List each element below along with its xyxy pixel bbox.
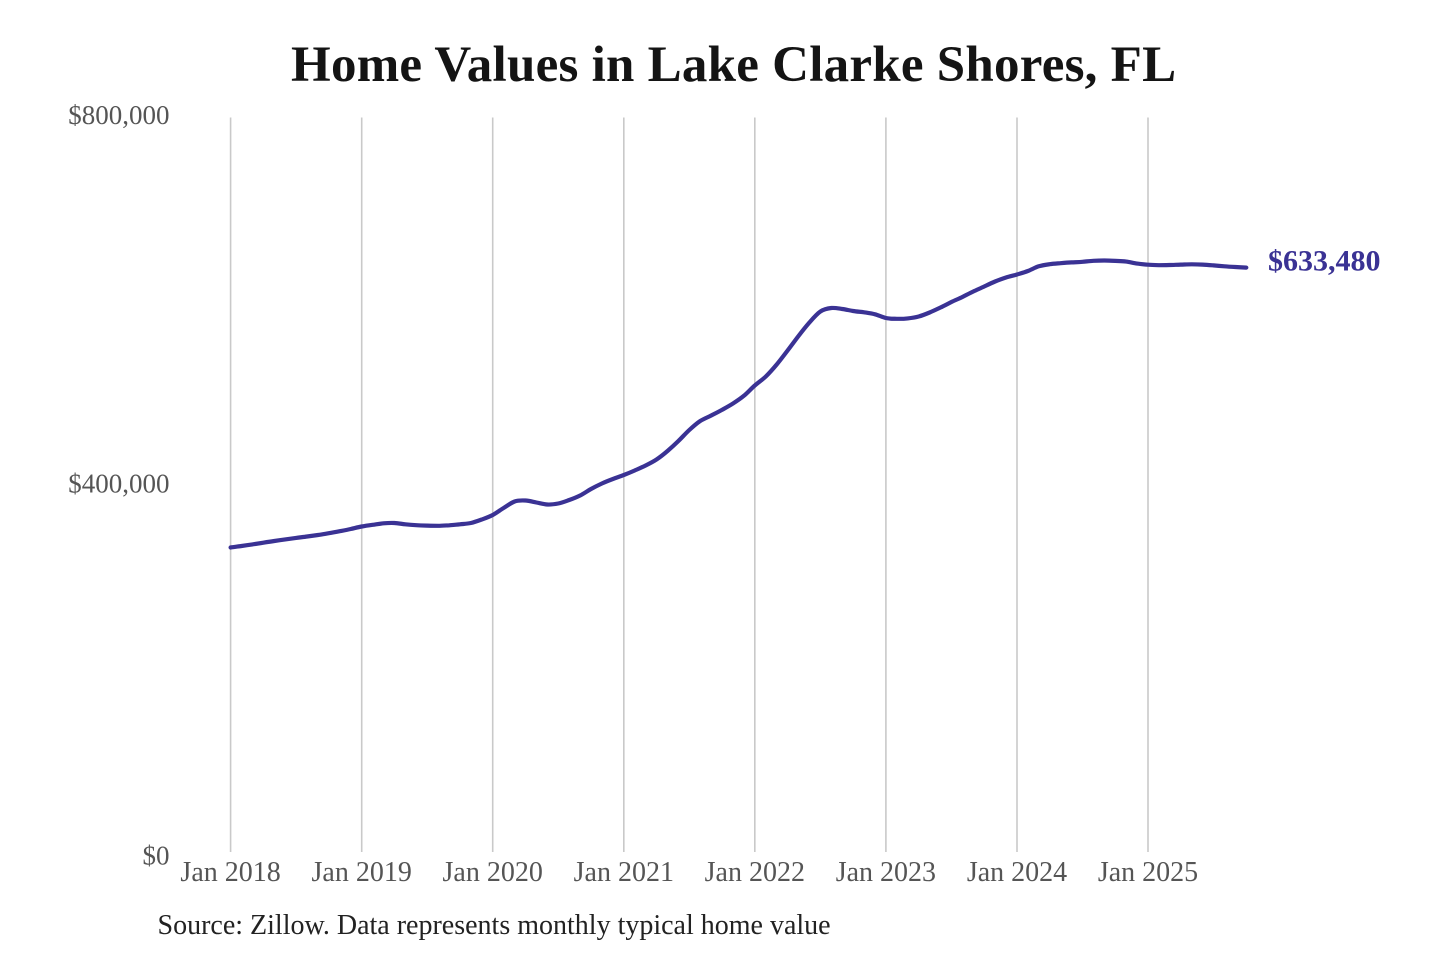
svg-text:$0: $0 bbox=[143, 841, 170, 871]
svg-text:Jan 2023: Jan 2023 bbox=[836, 857, 936, 888]
svg-text:Jan 2019: Jan 2019 bbox=[312, 857, 412, 888]
svg-text:Jan 2020: Jan 2020 bbox=[443, 857, 543, 888]
svg-text:Jan 2025: Jan 2025 bbox=[1098, 857, 1198, 888]
svg-text:$400,000: $400,000 bbox=[68, 469, 169, 499]
svg-text:Source: Zillow. Data represent: Source: Zillow. Data represents monthly … bbox=[158, 910, 831, 941]
svg-text:$800,000: $800,000 bbox=[68, 100, 169, 130]
svg-text:$633,480: $633,480 bbox=[1268, 245, 1381, 278]
svg-text:Jan 2022: Jan 2022 bbox=[705, 857, 805, 888]
svg-text:Home Values in Lake Clarke Sho: Home Values in Lake Clarke Shores, FL bbox=[291, 37, 1176, 93]
svg-text:Jan 2024: Jan 2024 bbox=[967, 857, 1067, 888]
svg-text:Jan 2018: Jan 2018 bbox=[180, 857, 280, 888]
svg-text:Jan 2021: Jan 2021 bbox=[574, 857, 674, 888]
